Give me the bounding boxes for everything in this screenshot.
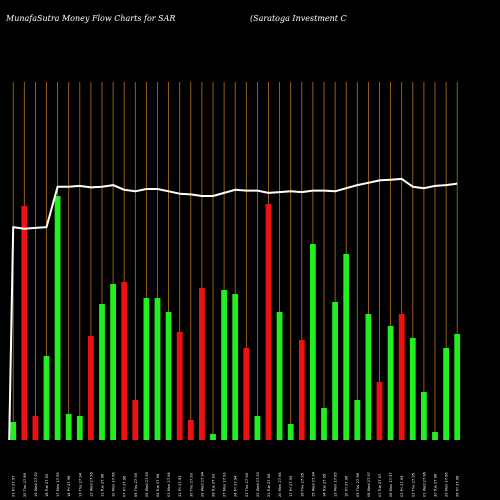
x-tick-label: 26 Fri 27.96 (456, 475, 460, 497)
money-flow-bar (110, 284, 116, 440)
x-tick-label: 20 Mon 27.94 (278, 472, 282, 497)
x-tick-label: 13 Thu 27.94 (78, 472, 82, 497)
x-tick-label: 27 Mon 27.93 (223, 472, 227, 497)
money-flow-bar (21, 206, 28, 440)
x-tick-label: 13 Mon 27.95 (334, 472, 338, 497)
x-tick-label: 01 Wed 27.96 (422, 471, 426, 497)
money-flow-bar (243, 348, 250, 440)
chart-subtitle: (Saratoga Investment C (250, 14, 347, 23)
x-tick-label: 24 Fri 27.94 (234, 475, 238, 497)
money-flow-bar (354, 400, 361, 440)
x-tick-label: 16 Thu 27.95 (300, 473, 304, 497)
x-tick-label: 14 Fri 27.96 (67, 475, 71, 497)
money-flow-bar (432, 432, 438, 440)
bar-series (10, 196, 461, 440)
money-flow-bar (121, 282, 128, 440)
x-tick-label: 31 Fri 27.93 (178, 476, 182, 497)
x-tick-label: 19 Wed 27.92 (34, 472, 38, 497)
x-tick-label: 20 Thu 27.89 (23, 472, 27, 497)
money-flow-bar (443, 348, 449, 440)
money-flow-bar (10, 422, 17, 440)
x-tick-label: 29 Wed 27.94 (200, 471, 204, 497)
x-tick-label: 03 Fri 27.95 (400, 476, 404, 497)
money-flow-bar (321, 408, 327, 440)
x-tick-label: 17 Fri 27.95 (289, 476, 293, 497)
x-tick-label: 29 Mon 27.96 (445, 472, 449, 497)
x-tick-label: 12 Wed 27.95 (89, 472, 93, 497)
money-flow-bar (132, 400, 139, 440)
money-flow-bar (199, 288, 205, 440)
x-tick-label: 14 Tue 27.95 (323, 474, 327, 497)
x-tick-label: 07 Fri 27.96 (123, 475, 127, 497)
money-flow-bar (165, 312, 172, 440)
money-flow-bar (287, 424, 294, 440)
x-tick-label: 11 Tue 27.96 (101, 473, 105, 497)
money-flow-bar (265, 204, 272, 440)
x-tick-label: 15 Wed 27.94 (311, 471, 315, 497)
x-tick-label: 04 Tue 27.94 (156, 473, 160, 497)
x-tick-label: 10 Fri 27.96 (345, 475, 349, 497)
x-tick-label: 10 Mon 27.96 (112, 472, 116, 497)
money-flow-bar (176, 332, 183, 440)
money-flow-bar (221, 290, 227, 440)
money-flow-bar (32, 416, 39, 440)
money-flow-bar (376, 382, 383, 440)
x-tick-label: 06 Mon 27.97 (389, 472, 393, 497)
money-flow-bar (187, 420, 194, 440)
price-line-series (8, 177, 458, 441)
money-flow-bar (365, 314, 372, 440)
x-tick-label: 22 Wed 27.93 (256, 472, 260, 497)
money-flow-bar (332, 302, 338, 440)
x-tick-label: 21 Fri 27.97 (12, 476, 16, 497)
x-tick-label: 03 Mon 27.94 (167, 472, 171, 497)
money-flow-bar (99, 304, 105, 440)
chart-title: MunafaSutra Money Flow Charts for SAR (5, 14, 175, 23)
money-flow-bar (210, 434, 216, 440)
money-flow-bar (88, 336, 94, 440)
x-tick-label: 05 Wed 27.95 (145, 472, 149, 497)
x-tick-label: 07 Tue 27.97 (378, 474, 382, 497)
money-flow-bar (65, 414, 72, 440)
money-flow-bar (343, 254, 350, 440)
money-flow-bar (454, 334, 461, 440)
x-tick-label: 18 Tue 27.93 (45, 474, 49, 497)
money-flow-bar (154, 298, 161, 440)
x-tick-label: 30 Thu 27.93 (189, 473, 193, 497)
money-flow-bar (387, 326, 394, 440)
x-tick-label: 08 Wed 27.97 (367, 472, 371, 497)
money-flow-bar (421, 392, 427, 440)
money-flow-bar (254, 416, 261, 440)
x-tick-label: 23 Thu 27.94 (245, 472, 249, 497)
money-flow-bar (54, 196, 61, 440)
money-flow-bar (298, 340, 305, 440)
money-flow-bar (76, 416, 83, 440)
money-flow-bar (143, 298, 150, 440)
money-flow-bar (43, 356, 50, 440)
money-flow-bar (310, 244, 316, 440)
price-line (8, 177, 458, 441)
money-flow-bar (276, 312, 283, 440)
x-tick-label: 09 Thu 27.96 (356, 472, 360, 497)
money-flow-bar (232, 294, 239, 440)
money-flow-bar (409, 338, 416, 440)
x-tick-label: 28 Tue 27.93 (212, 474, 216, 497)
x-tick-label: 17 Mon 27.95 (56, 472, 60, 497)
money-flow-bar (398, 314, 405, 440)
x-tick-label: 06 Thu 27.95 (134, 473, 138, 497)
x-tick-labels: 21 Fri 27.97 20 Thu 27.89 19 Wed 27.92 18 T… (12, 471, 460, 497)
x-tick-label: 30 Tue 27.96 (434, 473, 438, 497)
x-tick-label: 02 Thu 27.95 (411, 473, 415, 497)
x-tick-label: 21 Tue 27.94 (267, 473, 271, 497)
